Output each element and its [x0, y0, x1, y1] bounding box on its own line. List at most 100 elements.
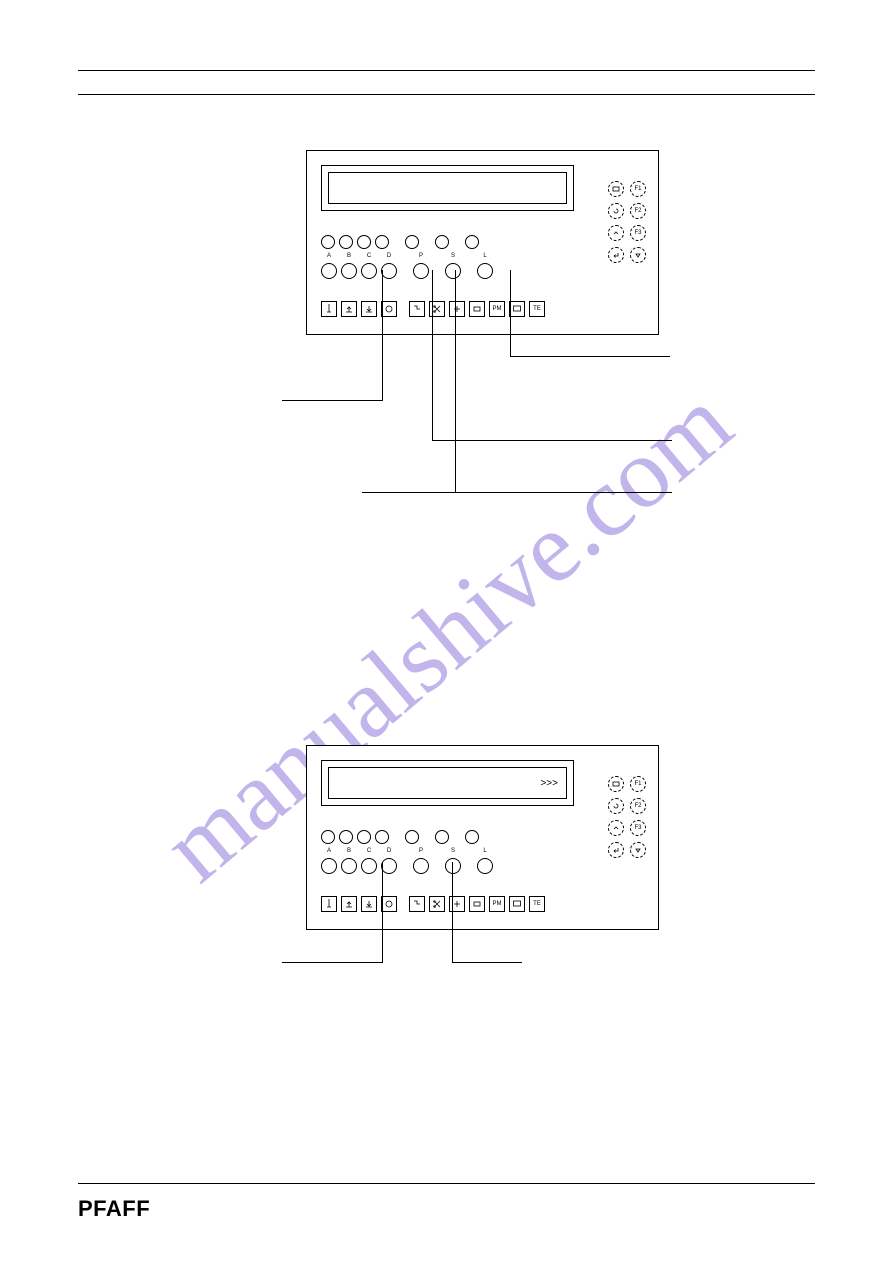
- callout-line: [382, 862, 383, 962]
- panel2-circle-b[interactable]: [339, 830, 353, 844]
- icon-te[interactable]: TE: [529, 301, 545, 317]
- right-btn-8[interactable]: [630, 247, 646, 263]
- icon-foot-up[interactable]: [341, 301, 357, 317]
- rule-top-2: [78, 94, 815, 95]
- right-btn-1[interactable]: [608, 776, 624, 792]
- right-btn-f3[interactable]: F3: [630, 820, 646, 836]
- right-btn-f3[interactable]: F3: [630, 225, 646, 241]
- needle-icon: [324, 899, 334, 909]
- gap: [401, 858, 409, 874]
- panel2-circle-l[interactable]: [465, 830, 479, 844]
- foot-down-icon: [364, 899, 374, 909]
- label-s: S: [445, 253, 461, 259]
- icon-pm[interactable]: PM: [489, 896, 505, 912]
- icon-misc2[interactable]: [469, 301, 485, 317]
- callout-line: [452, 962, 522, 963]
- panel2-big-s[interactable]: [445, 858, 461, 874]
- panel2-circle-p[interactable]: [405, 830, 419, 844]
- icon-tack[interactable]: [409, 301, 425, 317]
- panel2-big-l[interactable]: [477, 858, 493, 874]
- panel1-circle-a[interactable]: [321, 235, 335, 249]
- icon-foot-down[interactable]: [361, 301, 377, 317]
- gap: [423, 830, 431, 844]
- panel2-big-d[interactable]: [381, 858, 397, 874]
- panel1-big-d[interactable]: [381, 263, 397, 279]
- callout-line: [432, 270, 433, 440]
- panel2-big-a[interactable]: [321, 858, 337, 874]
- icon-screen[interactable]: [509, 896, 525, 912]
- misc2-icon: [472, 899, 482, 909]
- icon-trim[interactable]: [429, 896, 445, 912]
- panel2-big-b[interactable]: [341, 858, 357, 874]
- right-btn-3[interactable]: [608, 203, 624, 219]
- tack-icon: [412, 304, 422, 314]
- right-btn-1[interactable]: [608, 181, 624, 197]
- panel1-circle-d[interactable]: [375, 235, 389, 249]
- icon-loop[interactable]: [381, 301, 397, 317]
- misc1-icon: [452, 304, 462, 314]
- panel1-circle-s[interactable]: [435, 235, 449, 249]
- icon-screen[interactable]: [509, 301, 525, 317]
- right-btn-5[interactable]: [608, 820, 624, 836]
- foot-down-icon: [364, 304, 374, 314]
- right-btn-f1[interactable]: F1: [630, 776, 646, 792]
- panel2-function-circles: [321, 830, 479, 844]
- panel1-big-p[interactable]: [413, 263, 429, 279]
- right-btn-f2[interactable]: F2: [630, 203, 646, 219]
- gap: [453, 830, 461, 844]
- icon-needle[interactable]: [321, 896, 337, 912]
- panel2-big-p[interactable]: [413, 858, 429, 874]
- panel1-big-s[interactable]: [445, 263, 461, 279]
- f2-label: F2: [634, 208, 641, 214]
- gap: [453, 235, 461, 249]
- callout-line: [362, 492, 672, 493]
- right-btn-7[interactable]: [608, 842, 624, 858]
- label-l: L: [477, 253, 493, 259]
- label-d: D: [381, 253, 397, 259]
- right-btn-3[interactable]: [608, 798, 624, 814]
- panel1-circle-l[interactable]: [465, 235, 479, 249]
- panel1-circle-p[interactable]: [405, 235, 419, 249]
- right-btn-7[interactable]: [608, 247, 624, 263]
- right-btn-f1[interactable]: F1: [630, 181, 646, 197]
- panel2-circle-s[interactable]: [435, 830, 449, 844]
- icon-needle[interactable]: [321, 301, 337, 317]
- icon-foot-up[interactable]: [341, 896, 357, 912]
- lcd-frame: >>>: [321, 760, 574, 806]
- panel2-circle-c[interactable]: [357, 830, 371, 844]
- loop-icon: [384, 899, 394, 909]
- right-btn-f2[interactable]: F2: [630, 798, 646, 814]
- panel1-circle-c[interactable]: [357, 235, 371, 249]
- panel1-big-l[interactable]: [477, 263, 493, 279]
- icon-misc1[interactable]: [449, 301, 465, 317]
- page: { "brand": "PFAFF", "watermark": "manual…: [0, 0, 893, 1263]
- right-btn-5[interactable]: [608, 225, 624, 241]
- icon-loop[interactable]: [381, 896, 397, 912]
- label-a: A: [321, 848, 337, 854]
- icon-pm[interactable]: PM: [489, 301, 505, 317]
- icon-te[interactable]: TE: [529, 896, 545, 912]
- panel2-big-c[interactable]: [361, 858, 377, 874]
- panel1-big-a[interactable]: [321, 263, 337, 279]
- label-l: L: [477, 848, 493, 854]
- te-label: TE: [533, 901, 541, 907]
- icon-misc2[interactable]: [469, 896, 485, 912]
- panel1-bottom-icons: PM TE: [321, 301, 545, 317]
- gap: [423, 235, 431, 249]
- panel2-circle-d[interactable]: [375, 830, 389, 844]
- right-btn-8[interactable]: [630, 842, 646, 858]
- panel1-circle-b[interactable]: [339, 235, 353, 249]
- card-icon: [611, 184, 621, 194]
- foot-up-icon: [344, 899, 354, 909]
- tack-icon: [412, 899, 422, 909]
- icon-tack[interactable]: [409, 896, 425, 912]
- callout-line: [432, 440, 672, 441]
- panel2-circle-a[interactable]: [321, 830, 335, 844]
- panel1-big-c[interactable]: [361, 263, 377, 279]
- panel1-function-circles: [321, 235, 479, 249]
- panel1-big-b[interactable]: [341, 263, 357, 279]
- gap: [401, 896, 405, 912]
- icon-foot-down[interactable]: [361, 896, 377, 912]
- loop-icon: [384, 304, 394, 314]
- gap: [465, 263, 473, 279]
